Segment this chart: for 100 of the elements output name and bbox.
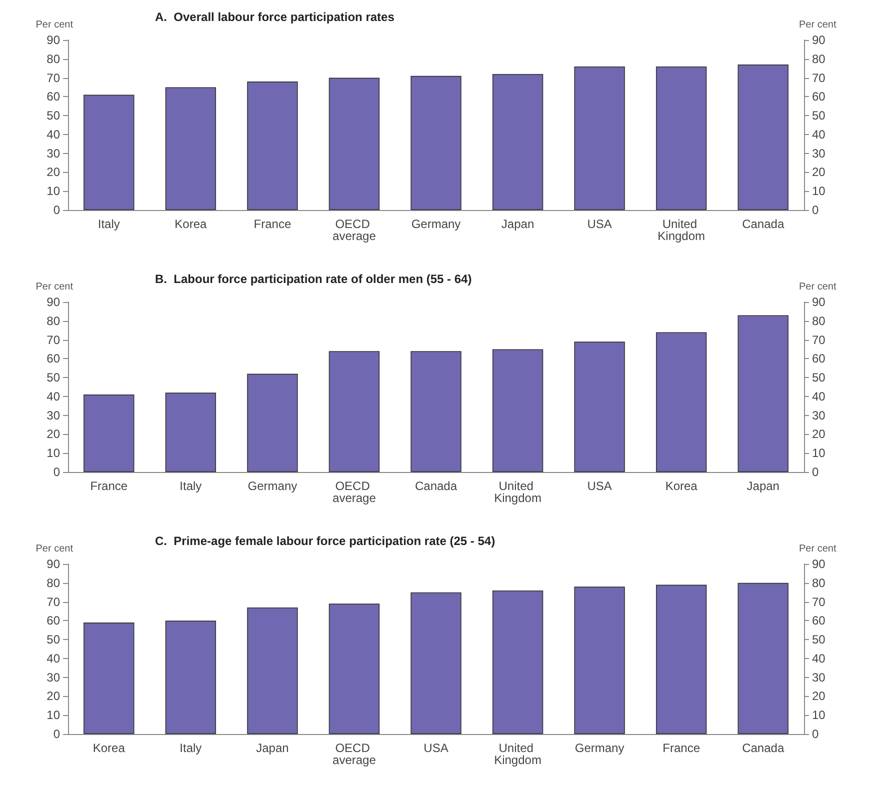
y2-tick-label: 90 — [812, 557, 826, 571]
y-tick-label: 60 — [46, 90, 60, 104]
bar — [247, 82, 298, 210]
bar — [328, 604, 380, 734]
y-tick-label: 40 — [46, 389, 60, 404]
bar — [328, 78, 380, 210]
y-tick-label: 90 — [46, 33, 60, 47]
x-tick-label: OECD average — [332, 741, 376, 767]
y-tick-label: 30 — [46, 146, 60, 160]
y2-axis-title: Per cent — [799, 544, 836, 554]
y2-tick-label: 80 — [812, 576, 826, 590]
bar — [247, 607, 298, 734]
y-tick-label: 30 — [46, 408, 60, 422]
y2-tick-label: 40 — [812, 651, 826, 666]
x-tick-label: Canada — [414, 479, 458, 493]
y-tick-label: 50 — [46, 370, 60, 385]
x-tick-label: Korea — [174, 217, 207, 231]
x-tick-label: Korea — [92, 741, 126, 755]
y-tick-label: 50 — [46, 108, 60, 123]
y2-tick-label: 80 — [812, 314, 826, 328]
chart-title: C. Prime-age female labour force participation rate (25 - 54) — [155, 534, 496, 548]
y-tick-label: 20 — [46, 689, 60, 704]
x-tick-label: France — [254, 217, 292, 231]
y2-tick-label: 20 — [812, 427, 826, 442]
y2-tick-label: 80 — [812, 52, 826, 66]
x-tick-label: France — [662, 741, 700, 755]
x-tick-label: Germany — [411, 217, 461, 231]
y2-tick-label: 70 — [812, 594, 826, 609]
y-tick-label: 70 — [46, 332, 60, 347]
y2-tick-label: 0 — [812, 727, 819, 741]
y-tick-label: 0 — [53, 465, 60, 479]
y2-tick-label: 10 — [812, 708, 826, 722]
x-tick-label: USA — [587, 217, 612, 231]
y2-tick-label: 90 — [812, 295, 826, 309]
bar — [84, 394, 134, 472]
x-tick-label: United Kingdom — [494, 741, 542, 767]
y-tick-label: 20 — [46, 427, 60, 442]
y2-tick-label: 10 — [812, 446, 826, 460]
y-tick-label: 10 — [46, 184, 60, 198]
y2-tick-label: 30 — [812, 670, 826, 684]
y-axis-title: Per cent — [36, 20, 74, 30]
y2-axis-title: Per cent — [799, 282, 836, 292]
y-tick-label: 40 — [46, 127, 60, 142]
x-tick-label: Japan — [256, 741, 289, 755]
bar — [410, 592, 462, 734]
y2-tick-label: 70 — [812, 70, 826, 85]
y-tick-label: 80 — [46, 314, 60, 328]
x-tick-label: USA — [424, 741, 448, 755]
y-tick-label: 30 — [46, 670, 60, 684]
y-axis-title: Per cent — [36, 282, 74, 292]
bar — [84, 94, 134, 210]
y-tick-label: 80 — [46, 52, 60, 66]
bar — [328, 351, 380, 472]
x-tick-label: Japan — [746, 479, 780, 493]
x-tick-label: Italy — [180, 741, 202, 755]
y2-tick-label: 10 — [812, 184, 826, 198]
bar — [656, 66, 707, 210]
x-tick-label: Canada — [742, 741, 784, 755]
y2-tick-label: 90 — [812, 33, 826, 47]
y2-tick-label: 50 — [812, 632, 826, 647]
bar — [738, 64, 788, 210]
bar — [738, 315, 788, 472]
bar — [656, 332, 707, 472]
y-tick-label: 80 — [46, 576, 60, 590]
y-tick-label: 10 — [46, 708, 60, 722]
bar — [165, 87, 216, 210]
x-tick-label: Italy — [180, 479, 202, 493]
y2-tick-label: 0 — [812, 465, 819, 479]
y2-tick-label: 20 — [812, 165, 826, 180]
x-tick-label: Italy — [98, 217, 120, 231]
y2-tick-label: 30 — [812, 408, 826, 422]
y-tick-label: 20 — [46, 165, 60, 180]
y2-tick-label: 30 — [812, 146, 826, 160]
y-tick-label: 60 — [46, 352, 60, 366]
bar — [247, 374, 298, 472]
bar — [492, 74, 544, 210]
bar — [574, 586, 625, 734]
y-tick-label: 40 — [46, 651, 60, 666]
x-tick-label: Canada — [742, 217, 784, 231]
x-tick-label: France — [90, 479, 128, 493]
y2-tick-label: 70 — [812, 332, 826, 347]
bar — [410, 76, 462, 210]
bar — [574, 66, 625, 210]
chart-title: A. Overall labour force participation rates — [155, 10, 395, 24]
x-tick-label: Korea — [665, 479, 698, 493]
x-tick-label: OECD average — [332, 217, 376, 243]
y-tick-label: 90 — [46, 557, 60, 571]
bar — [738, 582, 788, 734]
y2-tick-label: 40 — [812, 127, 826, 142]
bar — [165, 620, 216, 734]
chart-title: B. Labour force participation rate of older men (55 - 64) — [155, 272, 472, 286]
bar — [574, 342, 625, 472]
y2-tick-label: 60 — [812, 352, 826, 366]
bar — [84, 622, 134, 734]
bar — [410, 351, 462, 472]
x-tick-label: Japan — [501, 217, 534, 231]
bar — [656, 584, 707, 734]
y-tick-label: 0 — [53, 203, 60, 217]
y-tick-label: 90 — [46, 295, 60, 309]
y-tick-label: 70 — [46, 70, 60, 85]
